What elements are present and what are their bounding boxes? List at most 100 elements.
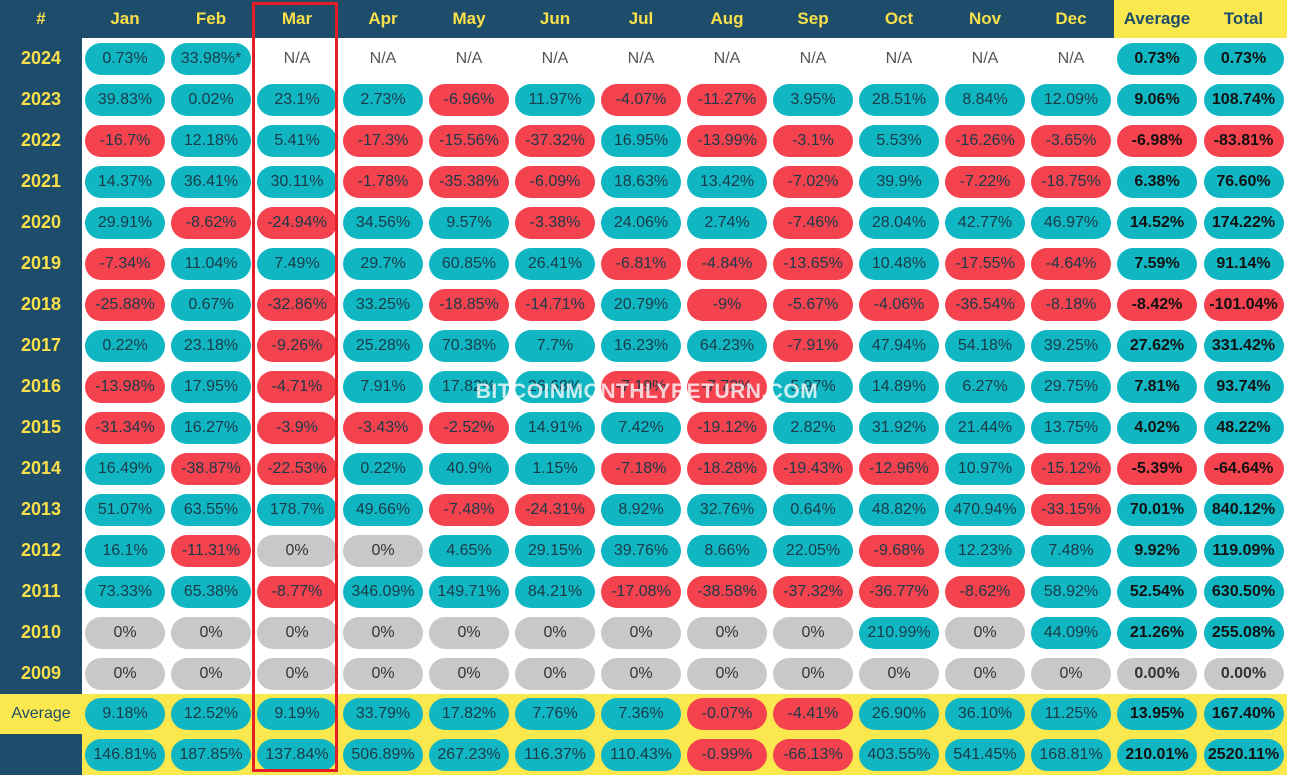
sum-pill-aug: -0.99% (687, 738, 767, 771)
table-cell: 10.48% (856, 243, 942, 284)
return-pill-jan: 0% (85, 657, 165, 690)
return-pill-feb: 23.18% (171, 329, 251, 362)
return-pill-oct: 5.53% (859, 124, 939, 157)
return-pill-nov: 12.23% (945, 534, 1025, 567)
average-cell: 36.10% (942, 694, 1028, 734)
table-cell: 0.22% (340, 448, 426, 489)
table-cell: 1.15% (512, 448, 598, 489)
table-cell: -6.98% (1114, 120, 1200, 161)
table-cell: 11.04% (168, 243, 254, 284)
table-cell: 210.99% (856, 612, 942, 653)
return-pill-aug: -4.84% (687, 247, 767, 280)
table-cell: 44.09% (1028, 612, 1114, 653)
table-cell: 7.91% (340, 366, 426, 407)
table-cell: -7.72% (684, 366, 770, 407)
return-pill-oct: 48.82% (859, 493, 939, 526)
table-cell: 16.49% (82, 448, 168, 489)
table-cell: 0.22% (82, 325, 168, 366)
return-pill-oct: 31.92% (859, 411, 939, 444)
header-oct: Oct (856, 0, 942, 38)
table-cell: 0% (942, 653, 1028, 694)
return-pill-may: 17.82% (429, 370, 509, 403)
return-pill-jan: 14.37% (85, 165, 165, 198)
return-pill-mar: 5.41% (257, 124, 337, 157)
return-pill-sep: -7.91% (773, 329, 853, 362)
return-pill-nov: 42.77% (945, 206, 1025, 239)
return-pill-jul: N/A (627, 49, 655, 67)
table-cell: -8.62% (168, 202, 254, 243)
return-pill-nov: 0% (945, 657, 1025, 690)
return-pill-aug: 32.76% (687, 493, 767, 526)
return-pill-mar: 178.7% (257, 493, 337, 526)
table-cell: 16.1% (82, 530, 168, 571)
table-cell: 13.42% (684, 161, 770, 202)
table-cell: 58.92% (1028, 571, 1114, 612)
table-cell: 76.60% (1200, 161, 1287, 202)
table-cell: N/A (598, 38, 684, 79)
return-pill-mar: -3.9% (257, 411, 337, 444)
return-pill-mar: 23.1% (257, 83, 337, 116)
table-cell: -5.39% (1114, 448, 1200, 489)
return-pill-nov: -8.62% (945, 575, 1025, 608)
return-pill-average: 9.06% (1117, 83, 1197, 116)
sum-cell: 267.23% (426, 734, 512, 775)
return-pill-jan: 0% (85, 616, 165, 649)
header-average: Average (1114, 0, 1200, 38)
return-pill-jun: 14.91% (515, 411, 595, 444)
return-pill-total: 331.42% (1203, 329, 1284, 362)
return-pill-jan: 0.73% (85, 42, 165, 75)
table-cell: 119.09% (1200, 530, 1287, 571)
table-cell: 0% (598, 612, 684, 653)
table-cell: -6.81% (598, 243, 684, 284)
return-pill-dec: 12.09% (1031, 83, 1111, 116)
return-pill-jan: 29.91% (85, 206, 165, 239)
year-label: 2015 (0, 407, 82, 448)
return-pill-oct: 28.04% (859, 206, 939, 239)
table-cell: -5.67% (770, 284, 856, 325)
table-cell: -9% (684, 284, 770, 325)
table-cell: 26.68% (512, 366, 598, 407)
return-pill-apr: 2.73% (343, 83, 423, 116)
return-pill-feb: 33.98%* (171, 42, 251, 75)
return-pill-sep: 0.64% (773, 493, 853, 526)
table-cell: -11.27% (684, 79, 770, 120)
return-pill-dec: 0% (1031, 657, 1111, 690)
return-pill-mar: -32.86% (257, 288, 337, 321)
header-total: Total (1200, 0, 1287, 38)
return-pill-average: 70.01% (1117, 493, 1197, 526)
table-cell: 24.06% (598, 202, 684, 243)
return-pill-jun: 11.97% (515, 83, 595, 116)
return-pill-average: 0.73% (1117, 42, 1197, 75)
return-pill-jan: -16.7% (85, 124, 165, 157)
return-pill-mar: -8.77% (257, 575, 337, 608)
table-cell: -16.26% (942, 120, 1028, 161)
table-cell: 91.14% (1200, 243, 1287, 284)
table-cell: 0.73% (82, 38, 168, 79)
return-pill-jan: 51.07% (85, 493, 165, 526)
table-cell: -7.19% (598, 366, 684, 407)
return-pill-jun: 26.68% (515, 370, 595, 403)
return-pill-nov: N/A (971, 49, 999, 67)
return-pill-sep: -19.43% (773, 452, 853, 485)
table-cell: 0% (254, 530, 340, 571)
table-cell: 6.38% (1114, 161, 1200, 202)
return-pill-apr: 33.25% (343, 288, 423, 321)
year-label: 2024 (0, 38, 82, 79)
return-pill-average: 27.62% (1117, 329, 1197, 362)
table-cell: 346.09% (340, 571, 426, 612)
table-cell: 7.7% (512, 325, 598, 366)
return-pill-nov: 6.27% (945, 370, 1025, 403)
table-cell: -13.98% (82, 366, 168, 407)
table-cell: 9.06% (1114, 79, 1200, 120)
table-cell: -13.99% (684, 120, 770, 161)
table-cell: N/A (856, 38, 942, 79)
table-cell: 0% (426, 653, 512, 694)
table-cell: 33.25% (340, 284, 426, 325)
average-cell: 17.82% (426, 694, 512, 734)
table-cell: 0% (512, 653, 598, 694)
return-pill-jul: 16.23% (601, 329, 681, 362)
return-pill-oct: 14.89% (859, 370, 939, 403)
return-pill-feb: 12.18% (171, 124, 251, 157)
average-cell: 9.18% (82, 694, 168, 734)
return-pill-jun: 7.7% (515, 329, 595, 362)
